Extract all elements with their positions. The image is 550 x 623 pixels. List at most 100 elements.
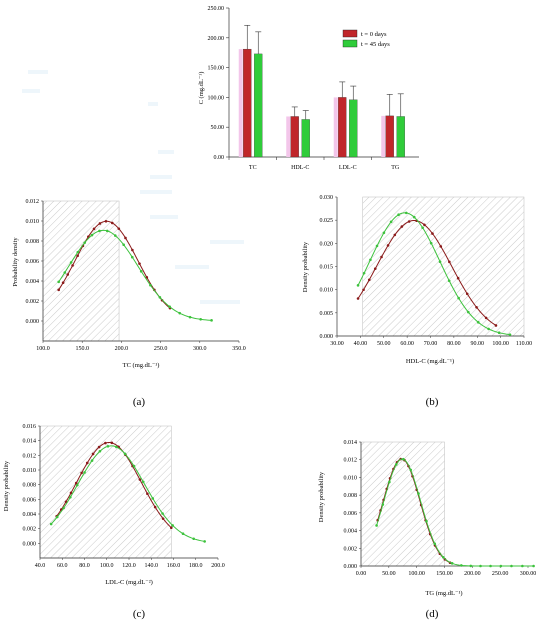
panel-b-axes: 0.000 0.005 0.010 0.015 0.020 0.025 0.030 30.00…	[320, 195, 533, 347]
panel-b-point-series-1	[362, 271, 366, 275]
panel-c-point-series-1	[69, 495, 72, 499]
panel-d-x-tick-label: 300.00	[520, 571, 537, 577]
bar-y-tick-label: 250.00	[208, 6, 225, 12]
panel-a-point-series-1	[105, 229, 109, 233]
panel-b-point-series-1	[457, 296, 460, 300]
panel-b-y-tick-label: 0.015	[320, 265, 334, 271]
bar-tc-series-0	[243, 48, 252, 158]
panel-d-y-tick-label: 0.010	[344, 475, 358, 481]
panel-c-point-series-0	[169, 526, 173, 529]
panel-b-point-series-1	[413, 215, 416, 219]
background-artifact	[150, 215, 178, 219]
panel-c-y-tick-label: 0.000	[23, 541, 37, 547]
panel-c-y-tick-label: 0.008	[23, 483, 37, 489]
panel-a-x-tick-label: 350.0	[232, 346, 246, 352]
panel-b-point-series-0	[386, 244, 390, 247]
panel-c-point-series-1	[106, 444, 110, 448]
panel-a-y-tick-label: 0.012	[26, 199, 40, 205]
panel-d-x-tick-label: 150.00	[436, 571, 453, 577]
panel-c-x-tick-label: 180.0	[189, 563, 203, 569]
panel-a-point-series-0	[110, 221, 114, 225]
panel-a-x-tick-label: 150.0	[75, 346, 89, 352]
panel-d-point-series-1	[402, 457, 405, 461]
panel-b-x-tick-label: 40.00	[354, 341, 368, 347]
panel-a-y-tick-label: 0.004	[26, 279, 40, 285]
bar-y-tick-label: 0.00	[214, 155, 225, 161]
bar-chart-ylabel: C (mg.dL⁻¹)	[198, 72, 205, 105]
panel-a-point-series-1	[188, 315, 192, 319]
panel-b-point-series-1	[467, 310, 470, 314]
panel-b: 0.000 0.005 0.010 0.015 0.020 0.025 0.030 30.00…	[302, 195, 532, 408]
background-artifact	[148, 102, 158, 106]
panel-d-xlabel: TG (mg.dL⁻¹)	[425, 590, 462, 597]
panel-d-point-series-1	[521, 564, 524, 568]
panel-b-point-series-0	[439, 245, 443, 248]
panel-a-point-series-1	[139, 270, 143, 273]
panel-b-x-tick-label: 80.00	[447, 341, 461, 347]
panel-a-point-series-0	[98, 222, 102, 225]
bar-y-tick-label: 50.00	[211, 125, 225, 131]
panel-a-point-series-0	[124, 236, 127, 240]
panel-c-point-series-0	[161, 517, 165, 520]
bar-x-tick-label-hdl-c: HDL-C	[291, 165, 309, 171]
bar-chart: 0.00 50.00 100.00 150.00 200.00 250.00 TC HDL-C…	[198, 6, 419, 171]
panel-a-xlabel: TC (mg.dL⁻¹)	[123, 362, 160, 369]
panel-a-y-tick-label: 0.008	[26, 239, 40, 245]
panel-d-y-tick-label: 0.000	[344, 564, 358, 570]
panel-a-point-series-1	[98, 229, 101, 233]
bar-hdl-c-series-1	[301, 119, 310, 158]
panel-b-point-series-1	[447, 279, 451, 283]
panel-c-y-tick-label: 0.002	[23, 527, 37, 533]
panel-a-hatch-region	[42, 200, 120, 342]
panel-b-point-series-0	[448, 260, 451, 264]
panel-d-x-tick-label: 200.00	[464, 571, 481, 577]
panel-a-ylabel: Probability density	[12, 237, 19, 287]
panel-a-point-series-1	[199, 318, 202, 321]
panel-a-point-series-0	[92, 227, 96, 231]
panel-b-point-series-0	[423, 223, 426, 227]
bar-group-highlight	[381, 115, 386, 157]
panel-b-y-tick-label: 0.030	[320, 195, 334, 201]
panel-d-point-series-1	[479, 564, 482, 568]
panel-d-point-series-1	[433, 542, 437, 545]
panel-b-point-series-1	[404, 211, 408, 215]
panel-b-point-series-0	[484, 316, 488, 320]
panel-c-x-tick-label: 140.0	[145, 563, 159, 569]
panel-a-point-series-1	[69, 261, 73, 264]
panel-c-point-series-1	[161, 512, 164, 515]
panel-b-point-series-0	[356, 297, 360, 300]
panel-a-point-series-0	[131, 248, 134, 252]
bar-tc-series-1	[254, 53, 263, 158]
panel-d-x-tick-label: 50.00	[382, 571, 396, 577]
background-artifact	[200, 300, 240, 304]
panel-a-point-series-1	[76, 250, 80, 254]
panel-c-point-series-0	[80, 471, 83, 475]
bar-ldl-c-series-1	[349, 99, 358, 158]
panel-c-y-tick-label: 0.004	[23, 512, 37, 518]
panel-a-point-series-0	[61, 281, 65, 285]
panel-a-point-series-0	[76, 254, 79, 257]
panel-a-x-tick-label: 300.0	[193, 346, 207, 352]
panel-a-point-series-0	[57, 288, 60, 292]
panel-c-y-tick-label: 0.006	[23, 497, 37, 503]
panel-c-point-series-1	[62, 506, 65, 510]
panel-c-point-series-0	[74, 481, 78, 485]
panel-c-x-tick-label: 60.0	[57, 563, 68, 569]
panel-c-point-series-0	[146, 492, 149, 496]
panel-a-point-series-1	[122, 243, 125, 247]
panel-d-y-tick-label: 0.014	[344, 440, 358, 446]
panel-b-y-tick-label: 0.000	[320, 334, 334, 340]
panel-c-curves	[49, 441, 206, 543]
panel-c-point-series-1	[203, 540, 206, 543]
panel-d-point-series-1	[450, 562, 454, 565]
bar-chart-bars	[238, 24, 405, 158]
panel-d-point-series-1	[394, 463, 398, 466]
panel-a-point-series-0	[138, 262, 141, 265]
panel-c: 0.000 0.002 0.004 0.006 0.008 0.010 0.012 0.014…	[3, 424, 225, 620]
panel-d-point-series-1	[442, 555, 445, 559]
bar-chart-legend: t = 0 days t = 45 days	[342, 29, 390, 48]
bar-group-highlight	[333, 97, 338, 157]
panel-d: 0.000 0.002 0.004 0.006 0.008 0.010 0.012 0.014…	[318, 440, 536, 620]
panel-b-x-tick-label: 30.00	[330, 341, 344, 347]
